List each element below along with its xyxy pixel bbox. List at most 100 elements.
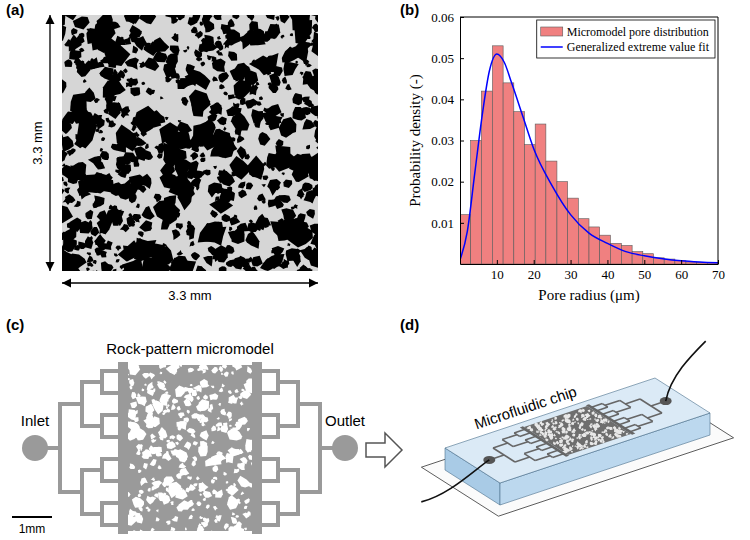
rock-grain	[119, 36, 123, 42]
rock-grain	[201, 38, 210, 49]
rock-grain	[62, 18, 65, 30]
chip-pore	[585, 441, 588, 444]
pore	[160, 393, 172, 406]
rock-grain	[145, 144, 149, 149]
rock-grain	[81, 173, 102, 193]
rock-grain	[310, 43, 314, 47]
rock-grain	[121, 267, 131, 271]
x-tick-label: 30	[565, 267, 578, 282]
chip-pore	[541, 432, 545, 435]
rock-grain	[167, 127, 180, 143]
pore	[175, 442, 179, 445]
pore	[162, 412, 165, 415]
pore	[151, 481, 162, 490]
channel	[100, 503, 104, 525]
chip-pore	[619, 428, 621, 430]
pore	[144, 384, 147, 387]
chip-pore	[587, 414, 591, 418]
rock-grain	[174, 166, 178, 172]
rock-grain	[309, 105, 318, 117]
manifold	[118, 362, 128, 534]
chip-pore	[554, 421, 557, 425]
pore	[193, 441, 199, 445]
chip-pore	[583, 436, 585, 437]
chip-pore	[567, 450, 570, 452]
rock-grain	[219, 84, 225, 89]
rock-grain	[255, 101, 262, 106]
inlet-label: Inlet	[21, 412, 50, 429]
histogram-bar	[514, 112, 525, 264]
rock-grain	[130, 87, 140, 96]
pore	[149, 373, 155, 380]
rock-grain	[144, 57, 159, 71]
rock-grain	[69, 50, 81, 60]
chip-pore	[556, 441, 559, 444]
y-tick-label: 0.05	[431, 51, 454, 66]
chip-pore	[571, 451, 573, 453]
chip-pore	[607, 420, 609, 423]
channel	[100, 459, 104, 481]
rock-grain	[246, 182, 253, 189]
chip-pore	[591, 430, 593, 432]
rock-grain	[305, 247, 311, 252]
pore	[146, 496, 156, 505]
pore	[187, 428, 196, 435]
rock-grain	[132, 178, 137, 181]
pore	[142, 373, 150, 379]
legend-item: Micromodel pore distribution	[541, 25, 709, 39]
channel	[278, 424, 298, 428]
rock-grain	[199, 131, 217, 150]
rock-grain	[229, 227, 233, 232]
rock-grain	[245, 231, 259, 249]
pore	[216, 451, 219, 455]
rock-grain	[177, 250, 184, 256]
y-tick: 0.01	[431, 215, 464, 230]
chip-pore	[563, 444, 566, 448]
pore	[235, 515, 239, 518]
rock-grain	[129, 25, 141, 38]
chip-pore	[600, 418, 602, 420]
rock-grain	[65, 187, 71, 193]
pore	[179, 365, 182, 367]
chip-pore	[612, 436, 614, 439]
rock-background	[62, 15, 318, 271]
chip-pore	[592, 412, 595, 415]
channel	[296, 382, 300, 426]
pore	[171, 370, 176, 374]
rock-grain	[306, 209, 315, 219]
histogram-bar	[600, 235, 611, 264]
chip-pore	[556, 442, 559, 444]
pore	[158, 492, 166, 501]
pore	[148, 384, 154, 388]
pore	[229, 425, 232, 427]
rock-grain	[295, 61, 298, 64]
block-arrow	[366, 433, 402, 467]
chip-pore	[555, 427, 557, 429]
pore	[136, 396, 147, 405]
pore	[184, 442, 191, 451]
channel	[298, 490, 320, 494]
pore	[171, 404, 176, 410]
pore	[129, 379, 134, 385]
chip-pore	[551, 425, 555, 428]
rock-grain	[219, 266, 227, 271]
chip-pore	[567, 414, 571, 418]
rock-grain	[63, 182, 67, 187]
y-tick: 0.05	[431, 51, 464, 66]
chip-pore	[584, 418, 587, 421]
channel	[80, 470, 84, 514]
chip-pore	[572, 445, 574, 447]
pore	[137, 393, 141, 397]
rock-grain	[292, 93, 302, 105]
chip-pore	[571, 438, 574, 442]
rock-grain	[165, 117, 169, 121]
pore	[189, 484, 196, 491]
pore	[237, 521, 242, 526]
pore	[198, 444, 208, 456]
rock-grain	[125, 57, 139, 69]
rock-grain	[127, 215, 136, 227]
y-tick: 0.02	[431, 174, 464, 189]
outlet-label: Outlet	[325, 412, 366, 429]
y-tick-label: 0.01	[431, 215, 454, 230]
pore	[187, 410, 190, 414]
